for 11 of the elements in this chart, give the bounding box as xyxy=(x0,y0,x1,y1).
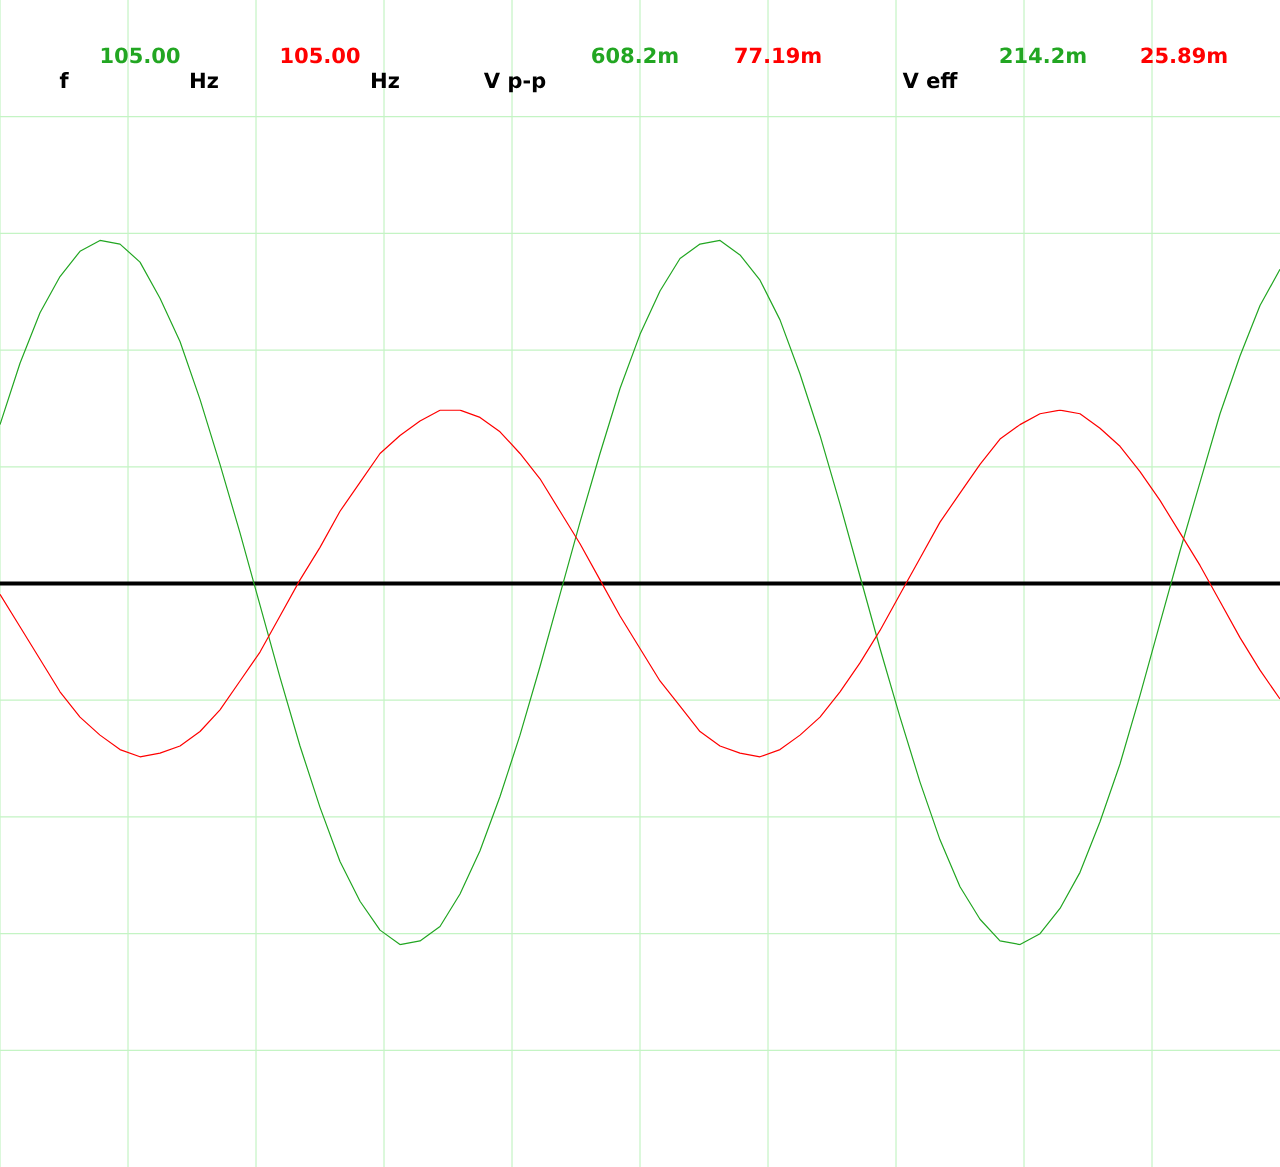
text: V p-p xyxy=(483,72,546,93)
text: f xyxy=(59,72,69,88)
text: 105.00 xyxy=(101,47,180,64)
text: 105.00 xyxy=(281,47,360,64)
text: Hz xyxy=(372,72,399,88)
text: 25.89m xyxy=(1141,47,1227,64)
text: Hz xyxy=(191,72,218,88)
text: V eff xyxy=(902,72,958,89)
text: 608.2m xyxy=(592,47,678,64)
text: 77.19m xyxy=(735,47,821,64)
text: 214.2m xyxy=(1000,47,1086,63)
